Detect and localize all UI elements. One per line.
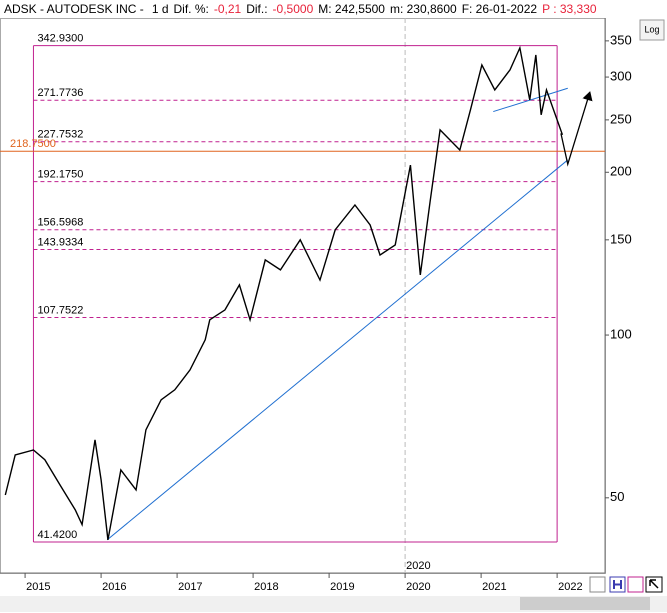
log-button[interactable] [639, 19, 665, 41]
x-tick-label: 2019 [330, 581, 354, 593]
x-tick-label: 2015 [26, 581, 50, 593]
log-button-label[interactable]: Log [644, 24, 659, 34]
y-tick-label: 250 [610, 111, 632, 126]
level-label: 342.9300 [37, 33, 83, 45]
header-field: -0,5000 [273, 2, 314, 16]
zoom-icon[interactable] [589, 576, 606, 593]
trendline [493, 87, 568, 113]
level-label: 143.9334 [37, 236, 83, 248]
trendline [106, 159, 569, 541]
header-field: F: 26-01-2022 [462, 2, 538, 16]
x-tick-label: 2021 [482, 581, 506, 593]
level-label: 192.1750 [37, 169, 83, 181]
h-glyph [613, 580, 622, 589]
header-field: M: 242,5500 [318, 2, 385, 16]
level-label: 156.5968 [37, 217, 83, 229]
level-label: 271.7736 [37, 87, 83, 99]
y-tick-label: 150 [610, 231, 632, 246]
x-tick-label: 2022 [558, 581, 582, 593]
level-label: 227.7532 [37, 129, 83, 141]
y-tick-label: 300 [610, 69, 632, 84]
header-field: m: 230,8600 [390, 2, 457, 16]
header-field: Dif.: [246, 2, 267, 16]
y-tick-label: 200 [610, 164, 632, 179]
header-title: ADSK - AUTODESK INC - [4, 2, 144, 16]
header-field: P : 33,330 [542, 2, 597, 16]
header-field: Dif. %: [174, 2, 209, 16]
level-label: 107.7522 [37, 304, 83, 316]
level-label: 41.4200 [37, 529, 77, 541]
y-tick-label: 350 [610, 32, 632, 47]
trendline [560, 91, 593, 167]
scrollbar-track[interactable] [0, 596, 667, 612]
period-marker-label: 2020 [406, 560, 430, 572]
x-tick-label: 2016 [102, 581, 126, 593]
price-line [4, 45, 564, 540]
y-tick-label: 100 [610, 326, 632, 341]
scrollbar-thumb[interactable] [520, 597, 650, 610]
header: ADSK - AUTODESK INC - 1 d Dif. %: -0,21 Dif.… [4, 2, 597, 16]
x-tick-label: 2017 [178, 581, 202, 593]
x-tick-label: 2020 [406, 581, 430, 593]
y-tick-label: 50 [610, 489, 624, 504]
header-field: -0,21 [214, 2, 242, 16]
level-label: 218.7500 [10, 138, 56, 150]
x-tick-label: 2018 [254, 581, 278, 593]
mark-icon[interactable] [627, 576, 644, 593]
pointer-glyph [649, 579, 659, 589]
header-field: 1 d [152, 2, 169, 16]
